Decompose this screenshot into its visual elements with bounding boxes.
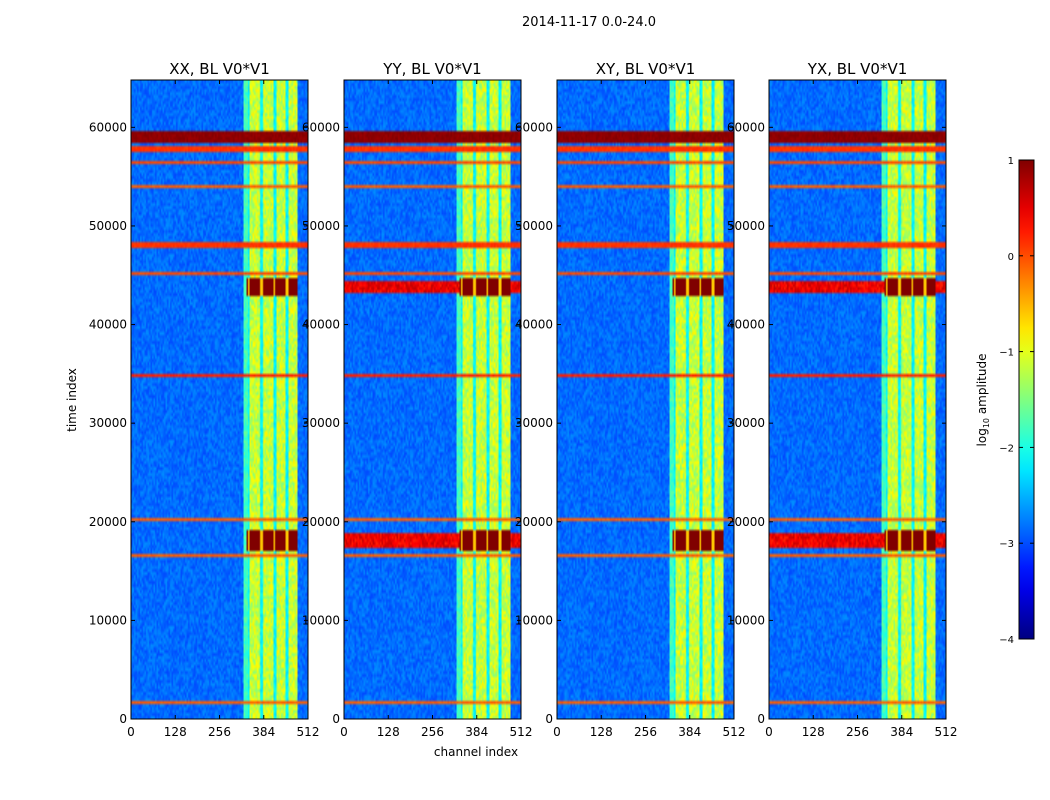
y-axis-label: time index [65,368,79,432]
x-tick-label: 0 [765,725,773,739]
y-tick-label: 10000 [302,613,340,627]
y-tick-label: 30000 [302,416,340,430]
x-tick-label: 384 [890,725,913,739]
panel-title: XX, BL V0*V1 [169,60,270,78]
colorbar-tick-label: 0 [1008,252,1014,263]
colorbar-tick-label: −4 [999,635,1014,646]
colorbar-tick-label: −1 [999,348,1014,359]
figure-title: 2014-11-17 0.0-24.0 [522,15,656,30]
x-tick-label: 128 [377,725,400,739]
heatmap-image [344,80,521,719]
y-tick-label: 0 [119,712,127,726]
y-tick-label: 50000 [89,219,127,233]
y-tick-label: 10000 [89,613,127,627]
x-tick-label: 0 [127,725,135,739]
x-axis-label: channel index [434,745,518,759]
x-tick-label: 512 [935,725,958,739]
x-tick-label: 512 [297,725,320,739]
x-tick-label: 256 [208,725,231,739]
y-tick-label: 60000 [515,120,553,134]
y-tick-label: 0 [757,712,765,726]
x-tick-label: 384 [252,725,275,739]
y-tick-label: 20000 [515,515,553,529]
y-tick-label: 60000 [727,120,765,134]
x-tick-label: 0 [553,725,561,739]
panel-yx: YX, BL V0*V1 0 128 256 384 512 0 10000 20000 3000… [727,60,958,739]
panel-title: YY, BL V0*V1 [382,60,481,78]
y-tick-label: 30000 [89,416,127,430]
x-tick-label: 256 [634,725,657,739]
heatmap-image [557,80,734,719]
y-tick-label: 0 [545,712,553,726]
y-tick-label: 40000 [89,318,127,332]
x-tick-label: 384 [678,725,701,739]
colorbar-tick-label: −2 [999,443,1014,454]
y-tick-label: 10000 [727,613,765,627]
panel-xy: XY, BL V0*V1 0 128 256 384 512 0 10000 20000 3000… [515,60,746,739]
panel-yy: YY, BL V0*V1 0 128 256 384 512 0 10000 20000 3000… [302,60,533,739]
y-tick-label: 20000 [302,515,340,529]
y-tick-label: 30000 [727,416,765,430]
panel-xx: XX, BL V0*V1 0 128 256 384 512 0 10000 20000 3000… [89,60,320,739]
heatmap-image [769,80,946,719]
y-tick-label: 10000 [515,613,553,627]
colorbar-label: log10 amplitude [975,354,991,447]
y-tick-label: 40000 [302,318,340,332]
x-tick-label: 512 [510,725,533,739]
y-tick-label: 20000 [727,515,765,529]
y-tick-label: 50000 [727,219,765,233]
x-tick-label: 128 [164,725,187,739]
x-tick-label: 256 [421,725,444,739]
y-tick-label: 60000 [89,120,127,134]
x-tick-label: 512 [723,725,746,739]
heatmap-panels: XX, BL V0*V1 0 128 256 384 512 0 10000 20000 3000… [89,60,958,739]
y-tick-label: 0 [332,712,340,726]
y-tick-label: 30000 [515,416,553,430]
x-tick-label: 384 [465,725,488,739]
colorbar: 1 0 −1 −2 −3 −4 log10 amplitude [975,156,1035,646]
colorbar-gradient [1018,159,1035,640]
y-tick-label: 50000 [515,219,553,233]
panel-title: YX, BL V0*V1 [807,60,908,78]
x-tick-label: 256 [846,725,869,739]
x-tick-label: 0 [340,725,348,739]
colorbar-tick-label: 1 [1008,156,1014,167]
y-tick-label: 40000 [727,318,765,332]
y-tick-label: 60000 [302,120,340,134]
y-tick-label: 20000 [89,515,127,529]
colorbar-tick-label: −3 [999,539,1014,550]
y-tick-label: 50000 [302,219,340,233]
y-tick-label: 40000 [515,318,553,332]
heatmap-image [131,80,308,719]
panel-title: XY, BL V0*V1 [596,60,696,78]
x-tick-label: 128 [802,725,825,739]
x-tick-label: 128 [590,725,613,739]
